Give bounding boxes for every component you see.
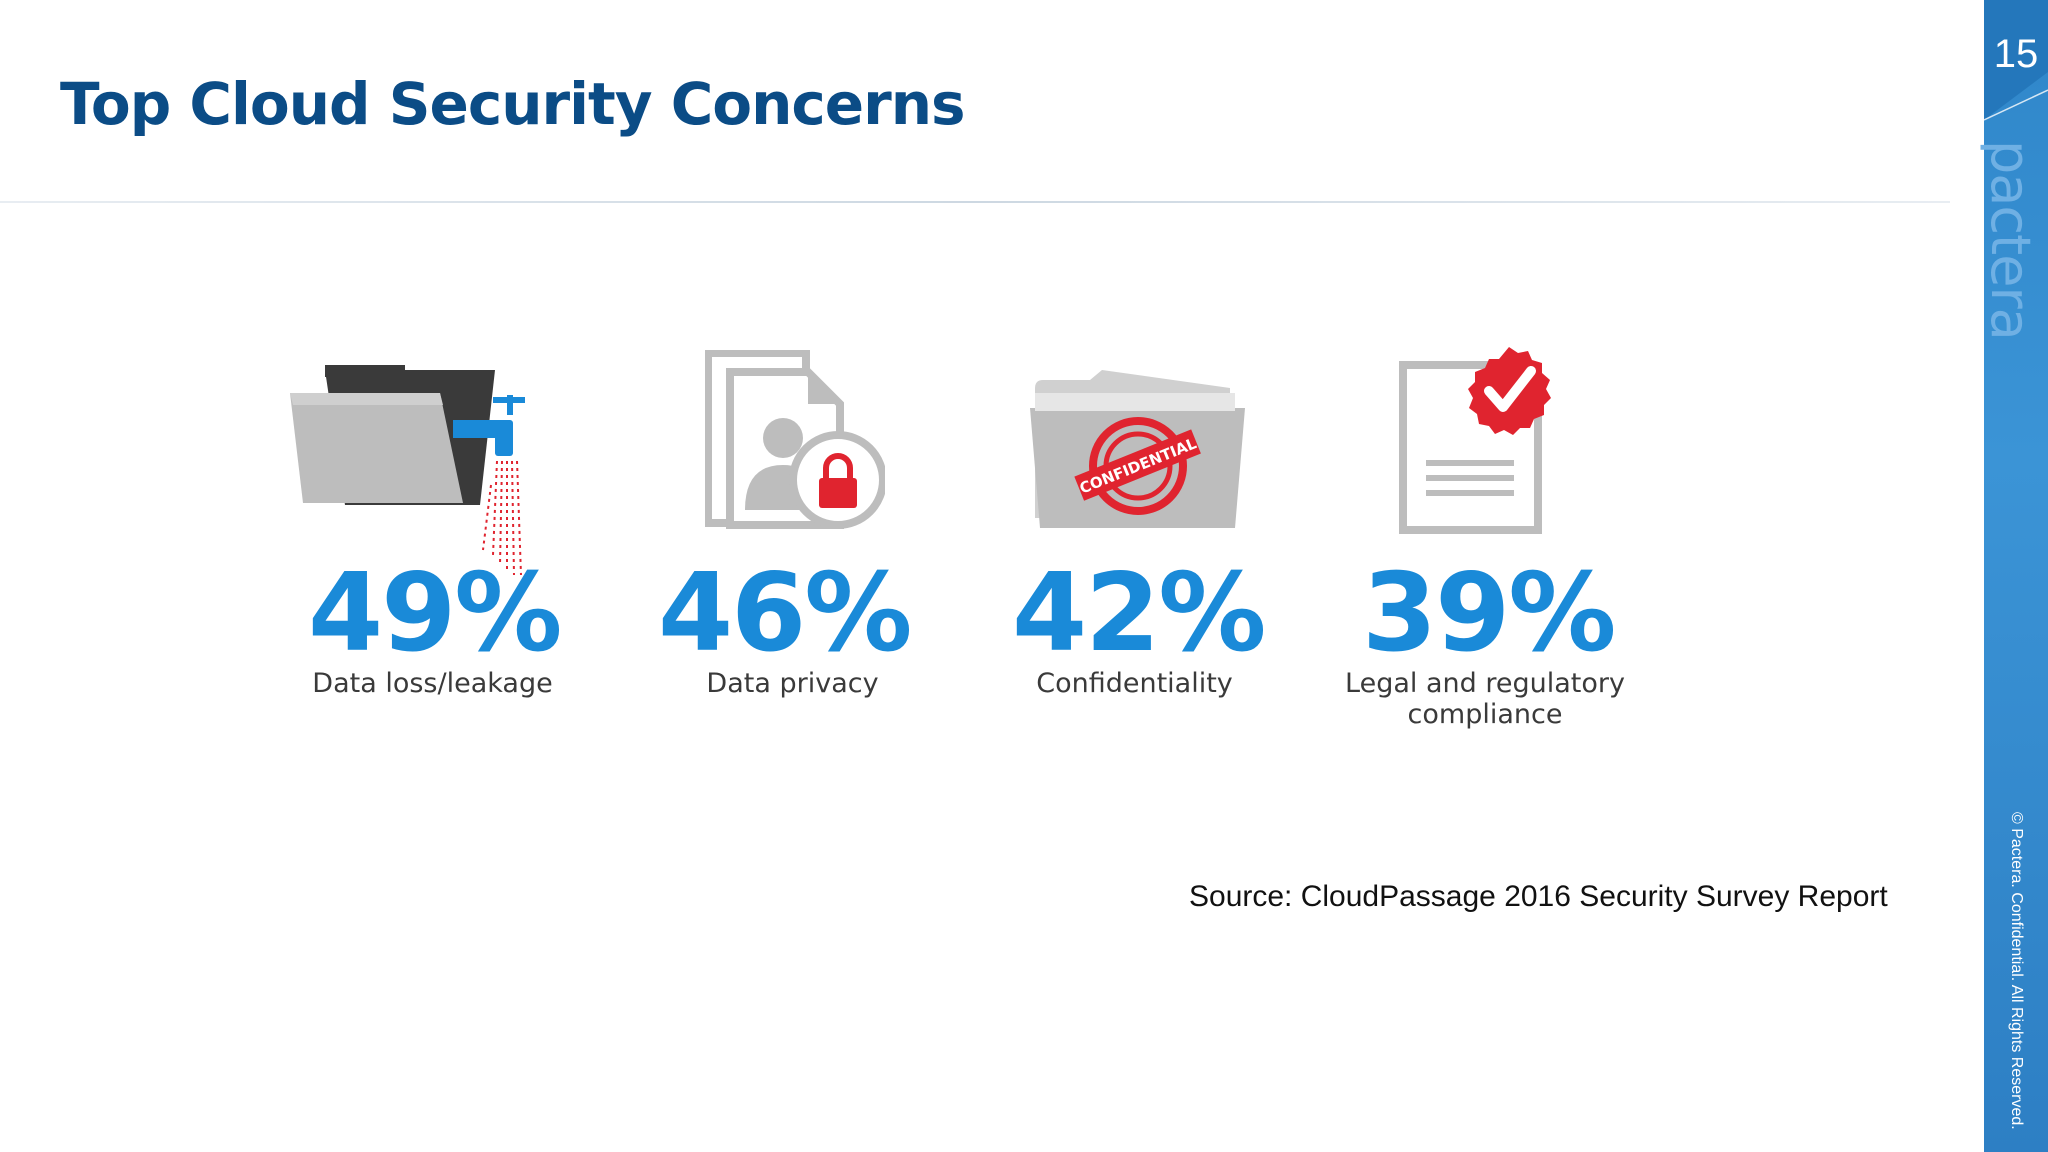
page-number: 15 bbox=[1993, 32, 2039, 76]
stat-label: Confidentiality bbox=[1036, 668, 1233, 699]
copyright-notice: © Pactera. Confidential. All Rights Rese… bbox=[2008, 812, 2025, 1130]
stat-value: 42% bbox=[1012, 551, 1267, 676]
sidebar-diagonal bbox=[1984, 0, 2048, 121]
stat-value: 49% bbox=[308, 551, 563, 676]
confidential-folder-icon: CONFIDENTIAL bbox=[1030, 370, 1245, 528]
sidebar-brand-bar: 15 pactera © Pactera. Confidential. All … bbox=[1979, 0, 2048, 1152]
stat-label: Data loss/leakage bbox=[312, 668, 553, 699]
locked-document-icon bbox=[705, 350, 885, 529]
stat-label-line: Legal and regulatory bbox=[1345, 668, 1625, 699]
stat-label-line: compliance bbox=[1407, 699, 1563, 730]
page-title: Top Cloud Security Concerns bbox=[60, 70, 966, 138]
source-note: Source: CloudPassage 2016 Security Surve… bbox=[1189, 880, 1888, 913]
stat-value: 46% bbox=[658, 551, 913, 676]
brand-logo: pactera bbox=[1979, 140, 2042, 340]
stat-label: Data privacy bbox=[706, 668, 879, 699]
stat-label: Legal and regulatory compliance bbox=[1320, 668, 1650, 730]
checked-document-icon bbox=[1399, 347, 1551, 534]
folder-leak-icon bbox=[290, 365, 525, 576]
stat-value: 39% bbox=[1362, 551, 1617, 676]
title-divider bbox=[0, 201, 1950, 203]
